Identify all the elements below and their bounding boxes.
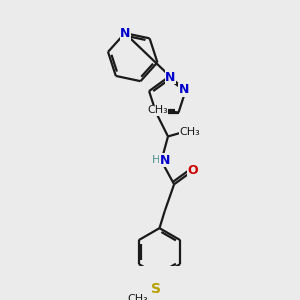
Text: CH₃: CH₃: [147, 105, 168, 116]
Text: CH₃: CH₃: [180, 127, 200, 137]
Text: H: H: [152, 155, 161, 165]
Text: N: N: [120, 27, 130, 40]
Text: N: N: [179, 83, 189, 96]
Text: N: N: [160, 154, 170, 167]
Text: CH₃: CH₃: [127, 294, 148, 300]
Text: O: O: [188, 164, 198, 178]
Text: N: N: [165, 71, 176, 84]
Text: S: S: [151, 282, 161, 296]
